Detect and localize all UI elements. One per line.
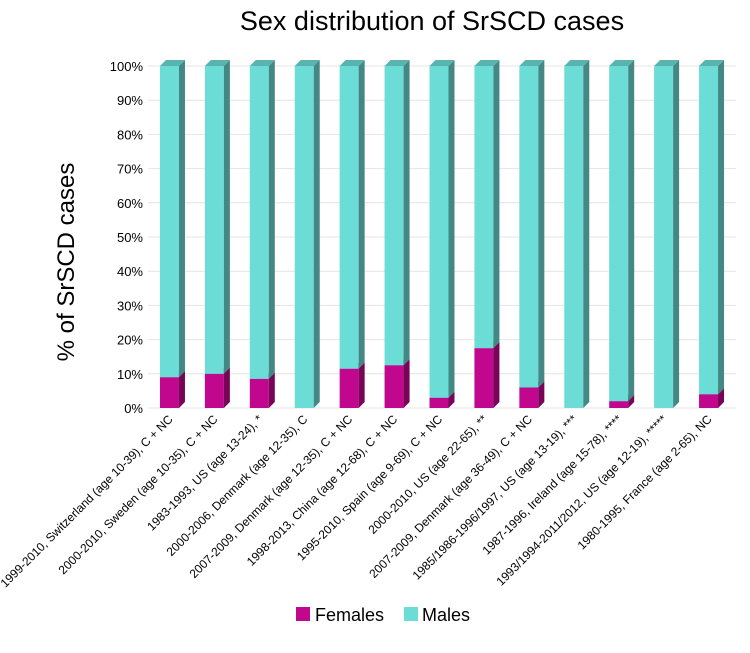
y-tick-label: 50% <box>117 230 143 245</box>
bar-males-11 <box>654 60 680 408</box>
bar-females-7 <box>474 342 500 408</box>
bar-males-5 <box>384 60 410 366</box>
category-label: 1985/1986-1996/1997, US (age 13-19), *** <box>410 412 581 583</box>
y-tick-label: 60% <box>117 196 143 211</box>
bar-males-1 <box>204 60 230 374</box>
bar-males-2 <box>249 60 275 379</box>
category-label: 1999-2010, Switzerland (age 10-39), C + … <box>0 412 176 590</box>
y-tick-label: 20% <box>117 333 143 348</box>
y-tick-label: 80% <box>117 127 143 142</box>
category-label: 2007-2009, Denmark (age 36-49), C + NC <box>366 412 535 581</box>
bar-males-12 <box>699 60 725 395</box>
legend-label-males: Males <box>422 605 470 625</box>
y-tick-label: 100% <box>110 59 144 74</box>
bar-males-9 <box>564 60 590 408</box>
bar-males-0 <box>159 60 185 378</box>
bar-females-5 <box>384 359 410 408</box>
category-labels: 1999-2010, Switzerland (age 10-39), C + … <box>0 412 715 590</box>
legend-swatch-females <box>296 607 310 621</box>
legend-label-females: Females <box>315 605 384 625</box>
category-label: 2007-2009, Denmark (age 12-35), C + NC <box>187 412 356 581</box>
chart-title: Sex distribution of SrSCD cases <box>240 6 624 36</box>
legend-swatch-males <box>404 607 418 621</box>
y-tick-label: 90% <box>117 93 143 108</box>
category-label: 2000-2010, Sweden (age 10-35), C + NC <box>56 412 221 577</box>
y-tick-label: 70% <box>117 162 143 177</box>
bar-males-10 <box>609 60 635 402</box>
bar-males-4 <box>339 60 365 369</box>
bar-females-4 <box>339 362 365 408</box>
bar-males-8 <box>519 60 545 388</box>
bar-males-6 <box>429 60 455 398</box>
y-axis-ticks: 0% 10% 20% 30% 40% 50% 60% 70% 80% 90% 100% <box>110 59 144 416</box>
bar-females-0 <box>159 371 185 408</box>
y-tick-label: 10% <box>117 367 143 382</box>
y-tick-label: 0% <box>124 401 143 416</box>
legend: Females Males <box>296 605 470 625</box>
y-tick-label: 40% <box>117 264 143 279</box>
bar-males-7 <box>474 60 500 349</box>
y-tick-label: 30% <box>117 298 143 313</box>
category-label: 1993/1994-2011/2012, US (age 12-19), ***… <box>493 412 670 589</box>
y-axis-label: % of SrSCD cases <box>53 163 80 362</box>
bar-males-3 <box>294 60 320 408</box>
bars <box>159 60 725 408</box>
bar-females-1 <box>204 367 230 408</box>
